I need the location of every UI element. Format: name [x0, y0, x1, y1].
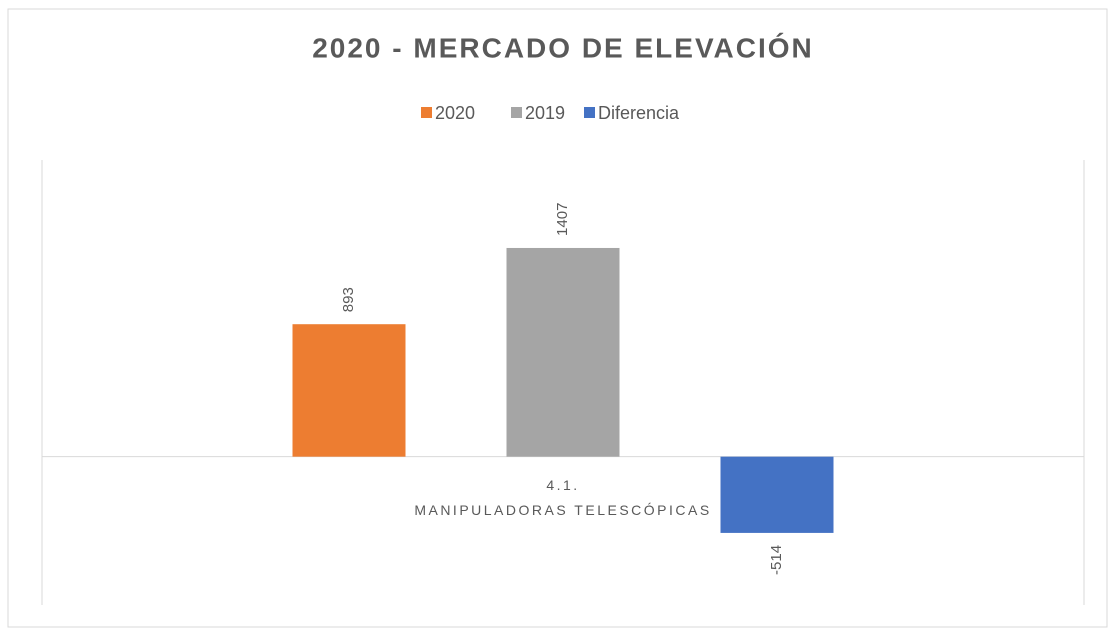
legend-label: Diferencia [598, 103, 680, 123]
legend-swatch [511, 107, 522, 118]
legend-swatch [421, 107, 432, 118]
bar [720, 456, 834, 533]
legend-label: 2019 [525, 103, 565, 123]
legend-label: 2020 [435, 103, 475, 123]
chart-title: 2020 - MERCADO DE ELEVACIÓN [312, 32, 814, 63]
data-label: -514 [768, 545, 785, 575]
data-label: 893 [340, 287, 357, 312]
data-label: 1407 [554, 203, 571, 236]
bar [506, 247, 620, 457]
x-tick-label: 4.1. MANIPULADORAS TELESCÓPICAS [414, 476, 712, 518]
legend-swatch [584, 107, 595, 118]
bar [292, 324, 406, 457]
